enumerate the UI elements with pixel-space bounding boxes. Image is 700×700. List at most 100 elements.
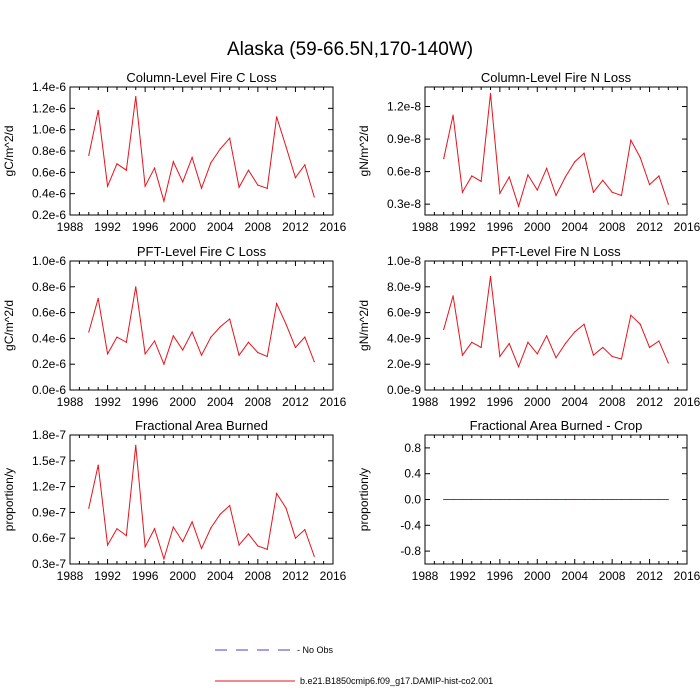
data-point <box>564 342 566 345</box>
y-tick-label: 0.9e-7 <box>32 505 66 519</box>
data-point <box>517 498 520 501</box>
data-point <box>630 139 632 141</box>
y-tick-label: 1.0e-6 <box>32 123 66 137</box>
data-point <box>172 161 174 163</box>
panels-group: Column-Level Fire C Loss 1988 1992 1996 2000… <box>2 70 700 583</box>
panel-column-level-fire-c-loss: Column-Level Fire C Loss 1988 1992 1996 2000… <box>2 70 347 234</box>
panel-pft-level-fire-c-loss: PFT-Level Fire C Loss 1988 1992 1996 2000 200… <box>2 244 347 409</box>
data-point <box>182 349 184 351</box>
data-point <box>658 340 660 342</box>
y-tick-label: 0.3e-7 <box>32 557 66 571</box>
data-point <box>266 355 268 358</box>
data-point <box>443 157 445 160</box>
data-point <box>97 464 99 466</box>
data-point <box>106 353 109 355</box>
data-point <box>229 504 231 507</box>
panel-title: Fractional Area Burned <box>135 418 268 433</box>
data-point <box>88 507 90 509</box>
x-tick-label: 1992 <box>449 395 476 409</box>
data-point <box>536 498 538 501</box>
data-point <box>238 186 240 188</box>
data-point <box>508 176 510 178</box>
plot-frame <box>69 86 334 216</box>
data-point <box>667 362 669 364</box>
data-point <box>499 355 501 358</box>
y-tick-label: 0.6e-8 <box>387 165 421 179</box>
y-tick-label: 4.0e-9 <box>387 331 421 345</box>
data-point <box>546 335 548 337</box>
series-line-column-level-fire-n-loss <box>443 93 669 209</box>
data-point <box>667 203 669 205</box>
data-point <box>191 521 193 523</box>
x-tick-label: 1996 <box>132 220 159 234</box>
x-tick-label: 2008 <box>245 220 272 234</box>
data-point <box>648 184 651 186</box>
y-tick-label: 1.2e-7 <box>32 480 66 494</box>
y-tick-label: 1.0e-8 <box>387 254 421 268</box>
x-tick-label: 2016 <box>674 569 700 583</box>
data-point <box>106 544 109 546</box>
panel-fractional-area-burned-crop: Fractional Area Burned - Crop 1988 1992 199… <box>357 418 700 583</box>
series-line-pft-level-fire-c-loss <box>88 286 315 366</box>
series-line-column-level-fire-c-loss <box>88 96 315 204</box>
y-tick-label: 0.8 <box>404 441 421 455</box>
data-point <box>555 498 557 501</box>
y-tick-label: -0.4 <box>400 518 421 532</box>
x-tick-label: 2008 <box>599 569 626 583</box>
data-point <box>313 361 315 363</box>
x-tick-label: 2012 <box>282 220 309 234</box>
y-tick-label: 0.0e-9 <box>387 383 421 397</box>
legend-no-obs-label: - No Obs <box>297 645 334 655</box>
data-point <box>620 358 623 360</box>
data-point <box>294 177 297 179</box>
x-tick-label: 1996 <box>132 569 159 583</box>
x-tick-label: 2000 <box>524 569 551 583</box>
data-point <box>135 286 137 288</box>
data-point <box>658 175 660 177</box>
y-tick-label: 0.6e-7 <box>32 531 66 545</box>
x-tick-label: 1996 <box>487 395 514 409</box>
panel-title: Column-Level Fire C Loss <box>126 70 277 85</box>
x-tick-label: 2008 <box>245 395 272 409</box>
y-axis-label: proportion/y <box>2 468 16 531</box>
data-point <box>257 351 259 354</box>
data-point <box>527 341 529 343</box>
x-tick-label: 2012 <box>636 220 663 234</box>
data-point <box>508 498 510 501</box>
data-point <box>527 498 529 501</box>
data-point <box>106 185 109 187</box>
data-point <box>210 336 212 338</box>
data-point <box>247 169 250 171</box>
data-point <box>163 200 165 202</box>
data-point <box>182 541 184 543</box>
data-point <box>88 331 90 333</box>
x-tick-label: 2016 <box>320 220 347 234</box>
plot-frame <box>424 260 688 391</box>
data-point <box>592 191 595 193</box>
data-point <box>564 498 566 501</box>
y-tick-label: 0.9e-8 <box>387 132 421 146</box>
data-point <box>182 181 184 183</box>
data-point <box>527 174 529 176</box>
y-tick-label: -0.8 <box>400 544 421 558</box>
data-point <box>285 323 287 325</box>
y-tick-label: 1.5e-7 <box>32 454 66 468</box>
data-point <box>210 162 212 164</box>
data-point <box>304 164 306 166</box>
data-point <box>602 498 604 501</box>
data-point <box>210 527 212 529</box>
data-point <box>630 498 632 501</box>
data-point <box>443 328 445 330</box>
data-point <box>620 194 623 197</box>
data-point <box>276 116 278 118</box>
x-tick-label: 1988 <box>57 395 84 409</box>
data-point <box>153 528 156 530</box>
data-point <box>611 498 613 501</box>
data-point <box>602 179 604 181</box>
data-point <box>238 354 240 356</box>
data-point <box>135 96 137 98</box>
data-point <box>172 335 174 337</box>
y-tick-label: 8.0e-9 <box>387 280 421 294</box>
data-point <box>471 341 473 343</box>
